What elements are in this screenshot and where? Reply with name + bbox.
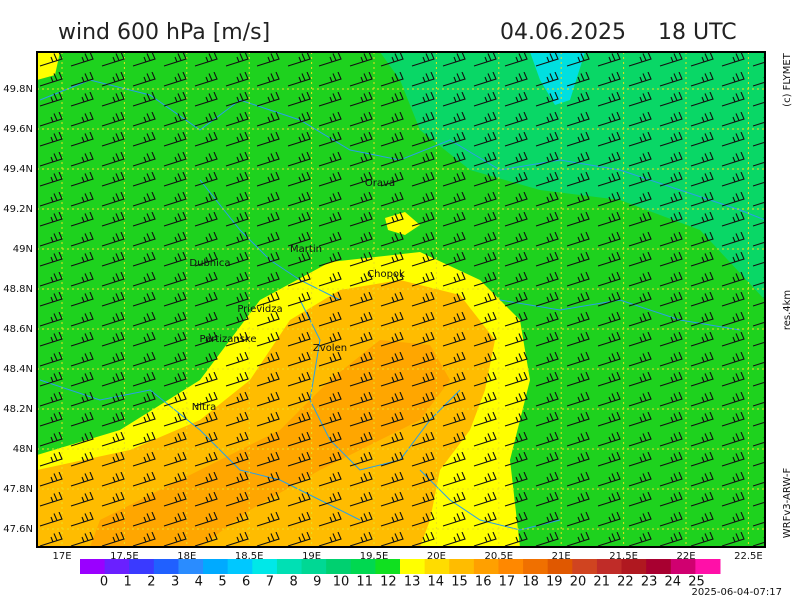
level-label: 24 (665, 575, 682, 590)
level-label: 9 (313, 575, 321, 590)
color-box (547, 559, 573, 574)
lon-labels: 17E 17.5E 18E 18.5E 19E 19.5E 20E 20.5E 21E 21.5E… (52, 551, 762, 562)
lat-label: 48.2N (3, 404, 33, 415)
level-label: 19 (546, 575, 563, 590)
lat-label: 49.2N (3, 204, 33, 215)
lon-label: 22.5E (734, 551, 763, 562)
color-box (227, 559, 253, 574)
level-label: 8 (289, 575, 297, 590)
lat-labels: 49.8N 49.6N 49.4N 49.2N 49N 48.8N 48.6N 48.4N 48… (3, 84, 33, 535)
level-label: 17 (499, 575, 516, 590)
place-label: Martin (290, 244, 322, 255)
map-field: Orava Martin Dubnica Chopok Prievidza Partiza… (37, 52, 765, 547)
lat-label: 48.6N (3, 324, 33, 335)
lon-label: 20E (427, 551, 446, 562)
color-box (80, 559, 106, 574)
place-label: Dubnica (189, 258, 230, 269)
level-label: 11 (356, 575, 373, 590)
color-box (129, 559, 155, 574)
lon-label: 18.5E (235, 551, 264, 562)
place-label: Orava (365, 178, 395, 189)
lat-label: 48.8N (3, 284, 33, 295)
color-box (621, 559, 647, 574)
level-label: 21 (593, 575, 610, 590)
lat-label: 49.4N (3, 164, 33, 175)
level-label: 6 (242, 575, 250, 590)
color-box (695, 559, 721, 574)
color-box (203, 559, 229, 574)
date: 04.06.2025 (500, 20, 626, 45)
place-label: Nitra (192, 402, 216, 413)
lat-label: 48N (13, 444, 33, 455)
color-box (153, 559, 179, 574)
color-box (596, 559, 623, 574)
color-box (301, 559, 327, 574)
lat-label: 49.6N (3, 124, 33, 135)
level-label: 13 (404, 575, 421, 590)
color-box (326, 559, 352, 574)
resolution: res.4km (782, 290, 793, 330)
lon-label: 18E (177, 551, 196, 562)
map-frame (36, 51, 766, 548)
level-label: 7 (266, 575, 274, 590)
level-label: 3 (171, 575, 179, 590)
level-label: 20 (570, 575, 587, 590)
lon-label: 22E (676, 551, 695, 562)
level-label: 10 (333, 575, 350, 590)
place-label: Zvolen (313, 343, 347, 354)
color-box (498, 559, 524, 574)
color-box (104, 559, 130, 574)
lon-label: 21.5E (609, 551, 638, 562)
level-label: 1 (124, 575, 132, 590)
level-label: 0 (100, 575, 108, 590)
place-label: Chopok (367, 269, 405, 280)
color-box (646, 559, 672, 574)
lon-label: 17.5E (110, 551, 139, 562)
level-label: 25 (688, 575, 705, 590)
color-box (375, 559, 401, 574)
colorbar: 0 1 2 3 4 5 6 7 8 9 10 11 12 13 14 15 16 17 18 19 20 21 22 23 24… (80, 559, 721, 590)
lon-label: 17E (52, 551, 71, 562)
color-box (276, 559, 303, 574)
lon-label: 20.5E (485, 551, 514, 562)
place-label: Prievidza (237, 304, 282, 315)
place-label: Partizanske (199, 334, 256, 345)
lon-label: 19E (302, 551, 321, 562)
color-box (178, 559, 204, 574)
color-box (449, 559, 475, 574)
level-label: 4 (195, 575, 203, 590)
lat-label: 47.6N (3, 524, 33, 535)
level-label: 15 (451, 575, 468, 590)
color-box (572, 559, 598, 574)
copyright: (c) FLYMET (782, 52, 793, 107)
lon-label: 19.5E (360, 551, 389, 562)
places: Orava Martin Dubnica Chopok Prievidza Partiza… (189, 178, 405, 413)
lat-label: 47.8N (3, 484, 33, 495)
level-label: 12 (380, 575, 397, 590)
level-label: 18 (522, 575, 539, 590)
color-box (523, 559, 549, 574)
lat-label: 49N (13, 244, 33, 255)
color-box (670, 559, 696, 574)
color-box (350, 559, 376, 574)
model: WRFv3-ARW-F (782, 468, 793, 539)
level-label: 5 (218, 575, 226, 590)
color-box (473, 559, 499, 574)
timestamp: 2025-06-04-07:17 (691, 587, 782, 598)
level-label: 23 (641, 575, 658, 590)
title: wind 600 hPa [m/s] (58, 20, 270, 45)
level-label: 16 (475, 575, 492, 590)
lon-label: 21E (552, 551, 571, 562)
level-label: 14 (428, 575, 445, 590)
color-box (252, 559, 278, 574)
color-box (424, 559, 450, 574)
wind-barbs (37, 52, 765, 547)
level-label: 2 (147, 575, 155, 590)
time: 18 UTC (658, 20, 737, 45)
lat-label: 48.4N (3, 364, 33, 375)
color-box (400, 559, 426, 574)
level-label: 22 (617, 575, 634, 590)
lat-label: 49.8N (3, 84, 33, 95)
